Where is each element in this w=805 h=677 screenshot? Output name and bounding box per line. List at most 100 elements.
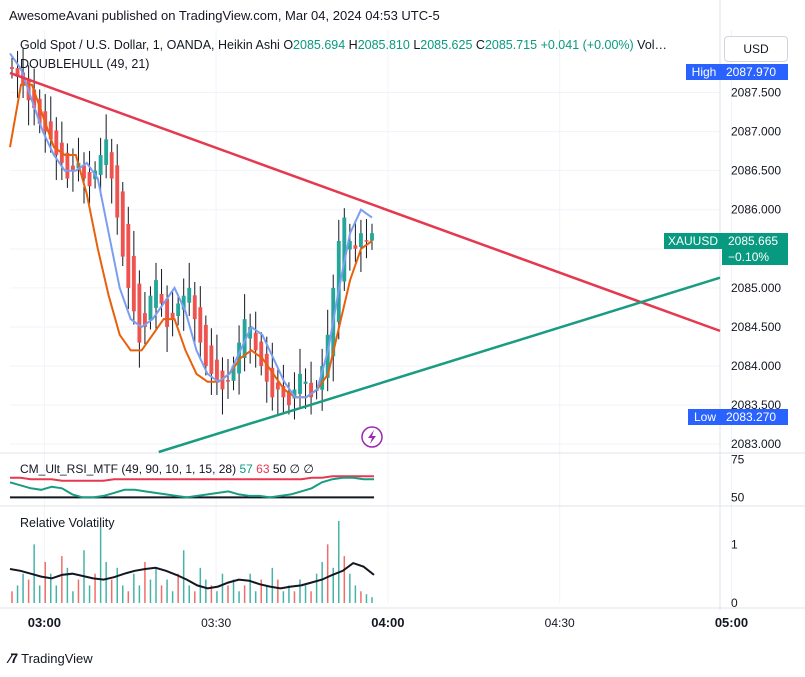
candle-body (275, 382, 280, 390)
volatility-bar (144, 561, 146, 603)
candle (137, 270, 142, 368)
candle-body (336, 241, 341, 323)
volatility-bar (299, 579, 301, 603)
rsi-title: CM_Ult_RSI_MTF (49, 90, 10, 1, 15, 28) (20, 462, 237, 476)
candle-body (320, 366, 325, 390)
lightning-icon[interactable] (361, 426, 383, 448)
candle (203, 315, 208, 376)
legend-low: L2085.625 (413, 38, 473, 52)
price-tick-label: 2086.500 (731, 164, 781, 178)
volatility-bar (332, 567, 334, 603)
candle (336, 219, 341, 340)
volatility-bar (271, 567, 274, 603)
volatility-bar (194, 591, 196, 603)
downtrend-line (9, 71, 721, 333)
candle-body (231, 366, 236, 381)
candle-body (264, 353, 269, 382)
candle-body (248, 326, 253, 339)
price-grid (10, 30, 732, 603)
volatility-bar (315, 573, 318, 603)
indicator-overlay-label[interactable]: DOUBLEHULL (49, 21) (20, 57, 150, 71)
candle-body (48, 121, 53, 140)
publish-line: AwesomeAvani published on TradingView.co… (9, 8, 440, 23)
candle (364, 219, 369, 259)
candle (259, 332, 264, 376)
volatility-bar (11, 591, 13, 603)
candle-body (220, 370, 225, 390)
candle (342, 208, 347, 291)
hull-fast-line (9, 52, 373, 399)
legend-volume[interactable]: Vol… (637, 38, 668, 52)
candle (65, 143, 70, 188)
candle (181, 278, 186, 331)
volatility-bar (277, 579, 279, 603)
candle-body (165, 298, 170, 327)
volatility-bar (205, 579, 207, 603)
volatility-bar (38, 585, 41, 603)
candle (209, 328, 214, 395)
legend-high: H2085.810 (348, 38, 410, 52)
candle (303, 368, 308, 409)
candle (370, 223, 374, 250)
volatility-bar (243, 585, 246, 603)
volatility-bar (349, 573, 351, 603)
candle-body (32, 89, 37, 109)
volatility-bar (321, 561, 323, 603)
time-tick-label: 05:00 (715, 615, 748, 630)
volatility-bar (326, 544, 329, 603)
volatility-bar (371, 597, 373, 603)
rsi-tick-label: 75 (731, 453, 745, 467)
candle (309, 361, 314, 415)
volatility-bar (182, 550, 185, 603)
rsi-value-4: ∅ (289, 462, 300, 476)
candle-body (54, 130, 59, 156)
volatility-bar (254, 591, 257, 603)
volatility-bar (44, 561, 46, 603)
legend-close: C2085.715 (475, 38, 538, 52)
price-tick-label: 2087.500 (731, 86, 781, 100)
volatility-bar (304, 585, 307, 603)
currency-button[interactable]: USD (724, 36, 788, 62)
candle-body (226, 380, 230, 382)
volatility-bar (94, 573, 96, 603)
footer-brand[interactable]: ⁄7 TradingView (9, 650, 93, 666)
candle (214, 334, 219, 395)
volatility-bar (310, 591, 312, 603)
volatility-bar (293, 591, 296, 603)
candle-body (181, 295, 186, 310)
candle (242, 294, 247, 372)
time-tick-label: 04:00 (371, 615, 404, 630)
volatility-bar (177, 573, 179, 603)
volatility-bar (365, 594, 368, 603)
volatility-bar (50, 573, 52, 603)
candle (142, 292, 147, 345)
candle (87, 150, 92, 204)
rsi-legend[interactable]: CM_Ult_RSI_MTF (49, 90, 10, 1, 15, 28) 5… (20, 462, 314, 476)
candle-body (203, 324, 208, 367)
rsi-value-2: 63 (256, 462, 270, 476)
candle-body (292, 389, 297, 399)
candle-body (259, 341, 264, 367)
volatility-bar (288, 585, 290, 603)
candle-body (159, 293, 164, 304)
relative-volatility-title[interactable]: Relative Volatility (20, 516, 115, 530)
volatility-bar (160, 585, 163, 603)
candle-body (120, 191, 125, 257)
volatility-bar (127, 591, 130, 603)
pane-borders (0, 0, 805, 610)
volatility-bar (55, 585, 58, 603)
candle-body (209, 345, 214, 374)
legend-change: +0.041 (+0.00%) (540, 38, 634, 52)
volatility-bar (27, 579, 30, 603)
candle (176, 294, 181, 326)
candle-body (170, 312, 175, 320)
candle (120, 182, 125, 267)
candle (353, 220, 358, 263)
volatility-line (9, 561, 375, 590)
candle-body (253, 332, 258, 351)
price-tick-label: 2083.000 (731, 437, 781, 451)
volatility-bar (61, 556, 63, 603)
rsi-value-3: 50 (272, 462, 287, 476)
volatility-bar (122, 585, 124, 603)
